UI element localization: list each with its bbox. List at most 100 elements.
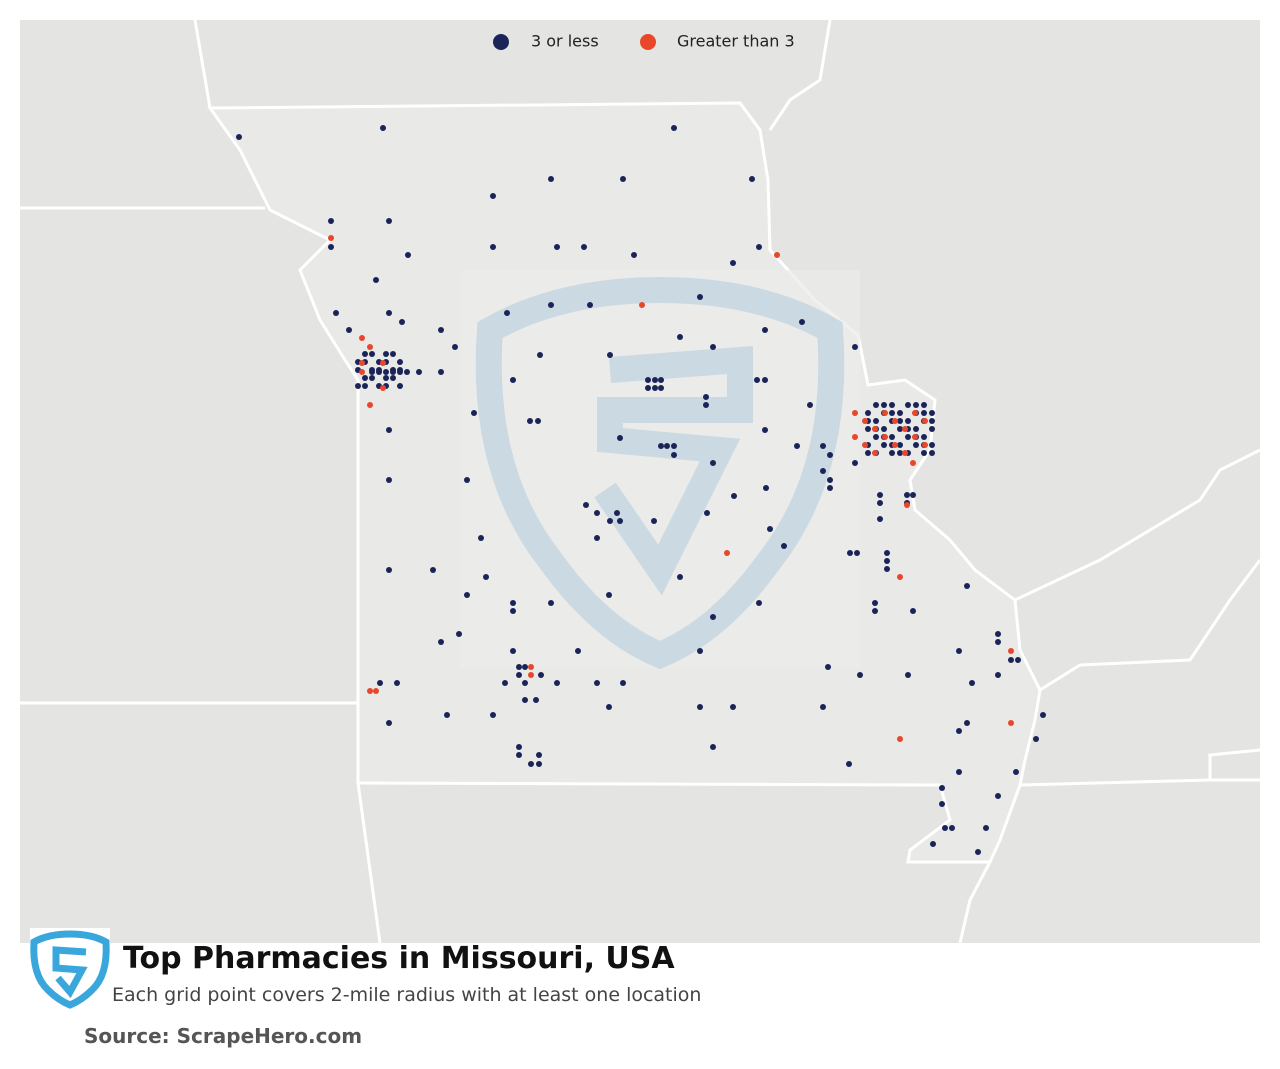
- location-dot: [749, 176, 755, 182]
- location-dot: [677, 574, 683, 580]
- location-dot: [645, 385, 651, 391]
- location-dot: [236, 134, 242, 140]
- location-dot: [504, 310, 510, 316]
- location-dot: [897, 410, 903, 416]
- location-dot: [897, 418, 903, 424]
- location-dot: [827, 452, 833, 458]
- location-dot: [921, 434, 927, 440]
- location-dot: [852, 460, 858, 466]
- location-dot: [362, 351, 368, 357]
- location-dot: [490, 712, 496, 718]
- location-dot: [820, 443, 826, 449]
- location-dot: [995, 793, 1001, 799]
- location-dot: [820, 468, 826, 474]
- location-dot: [658, 377, 664, 383]
- location-dot: [367, 402, 373, 408]
- location-dot: [376, 369, 382, 375]
- location-dot: [535, 418, 541, 424]
- location-dot: [910, 492, 916, 498]
- location-dot: [575, 648, 581, 654]
- location-dot: [852, 344, 858, 350]
- location-dot: [367, 344, 373, 350]
- location-dot: [905, 434, 911, 440]
- location-dot: [704, 510, 710, 516]
- logo: [30, 928, 110, 1009]
- location-dot: [527, 418, 533, 424]
- location-dot: [583, 502, 589, 508]
- location-dot: [658, 385, 664, 391]
- location-dot: [386, 567, 392, 573]
- location-dot: [328, 235, 334, 241]
- location-dot: [825, 664, 831, 670]
- legend-marker: [640, 34, 656, 50]
- location-dot: [939, 785, 945, 791]
- subtitle: Each grid point covers 2-mile radius wit…: [112, 984, 701, 1006]
- location-dot: [929, 410, 935, 416]
- location-dot: [536, 761, 542, 767]
- location-dot: [594, 510, 600, 516]
- location-dot: [939, 801, 945, 807]
- location-dot: [724, 550, 730, 556]
- location-dot: [397, 369, 403, 375]
- location-dot: [995, 631, 1001, 637]
- location-dot: [921, 402, 927, 408]
- location-dot: [964, 720, 970, 726]
- location-dot: [645, 377, 651, 383]
- location-dot: [882, 434, 888, 440]
- location-dot: [847, 550, 853, 556]
- location-dot: [516, 672, 522, 678]
- location-dot: [897, 736, 903, 742]
- location-dot: [390, 369, 396, 375]
- location-dot: [554, 680, 560, 686]
- location-dot: [872, 608, 878, 614]
- location-dot: [892, 442, 898, 448]
- location-dot: [444, 712, 450, 718]
- location-dot: [922, 418, 928, 424]
- location-dot: [359, 335, 365, 341]
- location-dot: [1008, 648, 1014, 654]
- location-dot: [862, 418, 868, 424]
- location-dot: [548, 600, 554, 606]
- location-dot: [995, 639, 1001, 645]
- location-dot: [889, 402, 895, 408]
- location-dot: [872, 450, 878, 456]
- location-dot: [554, 244, 560, 250]
- location-dot: [710, 460, 716, 466]
- location-dot: [956, 769, 962, 775]
- location-dot: [658, 443, 664, 449]
- location-dot: [386, 218, 392, 224]
- location-dot: [536, 752, 542, 758]
- state-borders: [20, 19, 1262, 944]
- location-dot: [386, 310, 392, 316]
- location-dot: [438, 369, 444, 375]
- location-dot: [975, 849, 981, 855]
- location-dot: [774, 252, 780, 258]
- legend-marker: [493, 34, 509, 50]
- location-dot: [607, 518, 613, 524]
- location-dot: [881, 402, 887, 408]
- location-dot: [969, 680, 975, 686]
- location-dot: [516, 744, 522, 750]
- location-dot: [754, 377, 760, 383]
- location-dot: [877, 500, 883, 506]
- source: Source: ScrapeHero.com: [84, 1024, 362, 1048]
- location-dot: [1013, 769, 1019, 775]
- location-dot: [827, 485, 833, 491]
- location-dot: [359, 360, 365, 366]
- location-dot: [846, 761, 852, 767]
- location-dot: [652, 377, 658, 383]
- location-dot: [852, 410, 858, 416]
- location-dot: [1033, 736, 1039, 742]
- location-dot: [942, 825, 948, 831]
- location-dot: [889, 410, 895, 416]
- location-dot: [930, 841, 936, 847]
- location-dot: [889, 450, 895, 456]
- location-dot: [884, 550, 890, 556]
- legend-label: 3 or less: [531, 32, 599, 51]
- location-dot: [639, 302, 645, 308]
- location-dot: [631, 252, 637, 258]
- location-dot: [862, 442, 868, 448]
- location-dot: [884, 558, 890, 564]
- location-dot: [877, 516, 883, 522]
- location-dot: [905, 402, 911, 408]
